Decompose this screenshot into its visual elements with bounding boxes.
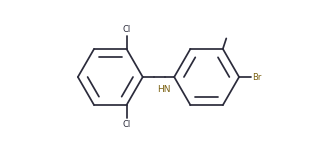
Text: HN: HN — [157, 85, 170, 94]
Text: Br: Br — [252, 73, 261, 81]
Text: Cl: Cl — [122, 25, 131, 34]
Text: Cl: Cl — [122, 120, 131, 129]
